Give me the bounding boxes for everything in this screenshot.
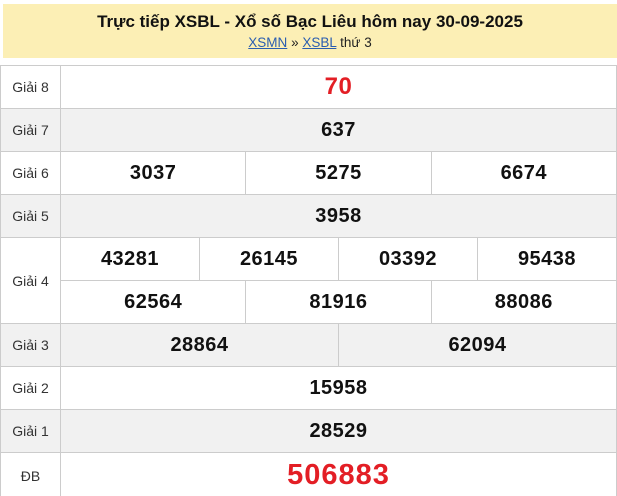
prize-number: 43281 — [100, 247, 160, 270]
prize-number: 88086 — [430, 281, 616, 323]
prize-number: 15958 — [309, 376, 368, 399]
prize-label: Giải 5 — [1, 195, 61, 237]
prize-label: Giải 4 — [1, 238, 61, 323]
prize-row-giai-8: Giải 8 70 — [1, 66, 616, 109]
prize-row-db: ĐB 506883 — [1, 453, 616, 496]
prize-label: Giải 2 — [1, 367, 61, 409]
prize-number: 28529 — [309, 419, 368, 442]
prize-number: 637 — [321, 118, 356, 141]
prize-label: Giải 7 — [1, 109, 61, 151]
prize-number: 506883 — [287, 459, 390, 491]
prize-row-giai-1: Giải 1 28529 — [1, 410, 616, 453]
page-title: Trực tiếp XSBL - Xổ số Bạc Liêu hôm nay … — [97, 12, 523, 31]
prize-number: 81916 — [245, 281, 430, 323]
prize-label: Giải 6 — [1, 152, 61, 194]
prize-row-giai-5: Giải 5 3958 — [1, 195, 616, 238]
prize-number: 26145 — [199, 238, 338, 280]
prize-row-giai-4: Giải 4 43281 26145 03392 95438 62564 819… — [1, 238, 616, 324]
prize-label: Giải 8 — [1, 66, 61, 108]
prize-label: Giải 1 — [1, 410, 61, 452]
prize-number: 6674 — [430, 152, 616, 194]
breadcrumb-suffix: thứ 3 — [340, 35, 372, 50]
prize-number: 62094 — [338, 324, 616, 366]
prize-number: 28864 — [170, 333, 229, 356]
prize-number: 70 — [324, 73, 353, 100]
prize-label: ĐB — [1, 453, 61, 496]
breadcrumb: XSMN » XSBL thứ 3 — [7, 34, 613, 51]
prize-number: 3037 — [129, 161, 177, 184]
breadcrumb-link-xsmn[interactable]: XSMN — [248, 35, 288, 50]
prize-number: 5275 — [245, 152, 430, 194]
prize-row-giai-7: Giải 7 637 — [1, 109, 616, 152]
prize-label: Giải 3 — [1, 324, 61, 366]
page: Trực tiếp XSBL - Xổ số Bạc Liêu hôm nay … — [0, 4, 617, 496]
prize-row-giai-6: Giải 6 3037 5275 6674 — [1, 152, 616, 195]
prize-number: 95438 — [477, 238, 616, 280]
prize-row-giai-3: Giải 3 28864 62094 — [1, 324, 616, 367]
prize-number: 03392 — [338, 238, 477, 280]
breadcrumb-separator: » — [291, 35, 299, 50]
page-header: Trực tiếp XSBL - Xổ số Bạc Liêu hôm nay … — [3, 4, 617, 58]
prize-number: 3958 — [315, 204, 362, 227]
breadcrumb-link-xsbl[interactable]: XSBL — [302, 35, 337, 50]
prize-number: 62564 — [124, 290, 183, 313]
prize-row-giai-2: Giải 2 15958 — [1, 367, 616, 410]
results-table: Giải 8 70 Giải 7 637 Giải 6 3037 5275 66… — [0, 65, 617, 496]
